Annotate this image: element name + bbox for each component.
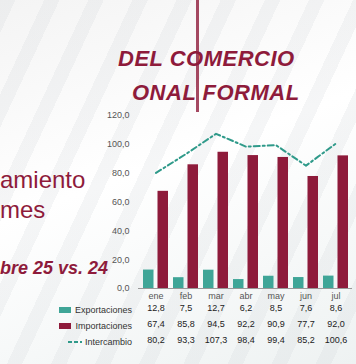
svg-text:80,2: 80,2 — [147, 335, 165, 345]
svg-text:feb: feb — [180, 291, 193, 301]
svg-text:7,5: 7,5 — [180, 303, 193, 313]
svg-text:93,3: 93,3 — [177, 335, 195, 345]
html-text:Exportaciones: Exportaciones — [75, 305, 132, 315]
html-text:Importaciones: Importaciones — [75, 321, 132, 331]
svg-text:80,0: 80,0 — [112, 168, 130, 178]
svg-text:may: may — [267, 291, 285, 301]
svg-text:40,0: 40,0 — [112, 226, 130, 236]
svg-text:92,2: 92,2 — [237, 319, 255, 329]
svg-text:jun: jun — [299, 291, 312, 301]
svg-text:0,0: 0,0 — [117, 283, 130, 293]
svg-text:8,6: 8,6 — [330, 303, 343, 313]
svg-text:100,0: 100,0 — [107, 139, 130, 149]
svg-text:6,2: 6,2 — [240, 303, 253, 313]
html-text:DEL COMERCIO: DEL COMERCIO — [118, 46, 295, 71]
svg-text:12,8: 12,8 — [147, 303, 165, 313]
html-text:bre 25 vs. 24: bre 25 vs. 24 — [0, 258, 109, 278]
svg-text:98,4: 98,4 — [237, 335, 255, 345]
svg-text:20,0: 20,0 — [112, 255, 130, 265]
svg-text:abr: abr — [239, 291, 252, 301]
html-text:ONAL FORMAL: ONAL FORMAL — [132, 80, 300, 105]
svg-text:85,2: 85,2 — [297, 335, 315, 345]
svg-text:60,0: 60,0 — [112, 197, 130, 207]
svg-text:100,6: 100,6 — [325, 335, 348, 345]
svg-text:120,0: 120,0 — [107, 110, 130, 120]
svg-text:77,7: 77,7 — [297, 319, 315, 329]
svg-text:107,3: 107,3 — [205, 335, 228, 345]
svg-text:8,5: 8,5 — [270, 303, 283, 313]
svg-text:94,5: 94,5 — [207, 319, 225, 329]
svg-text:90,9: 90,9 — [267, 319, 285, 329]
svg-text:12,7: 12,7 — [207, 303, 225, 313]
svg-text:85,8: 85,8 — [177, 319, 195, 329]
svg-text:67,4: 67,4 — [147, 319, 165, 329]
html-text:Intercambio: Intercambio — [85, 337, 132, 347]
svg-text:7,6: 7,6 — [300, 303, 313, 313]
html-text:amiento: amiento — [0, 166, 86, 193]
svg-text:mar: mar — [208, 291, 224, 301]
svg-text:jul: jul — [330, 291, 340, 301]
svg-text:ene: ene — [148, 291, 163, 301]
html-text:mes: mes — [0, 196, 46, 223]
svg-text:92,0: 92,0 — [327, 319, 345, 329]
svg-text:99,4: 99,4 — [267, 335, 285, 345]
